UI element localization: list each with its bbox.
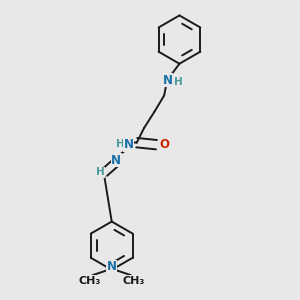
Text: N: N bbox=[107, 260, 117, 273]
Text: H: H bbox=[116, 139, 124, 148]
Text: H: H bbox=[96, 167, 104, 177]
Text: O: O bbox=[159, 138, 169, 151]
Text: N: N bbox=[124, 138, 134, 151]
Text: CH₃: CH₃ bbox=[79, 276, 101, 286]
Text: N: N bbox=[163, 74, 173, 87]
Text: CH₃: CH₃ bbox=[123, 276, 145, 286]
Text: H: H bbox=[174, 77, 182, 87]
Text: N: N bbox=[111, 154, 121, 166]
